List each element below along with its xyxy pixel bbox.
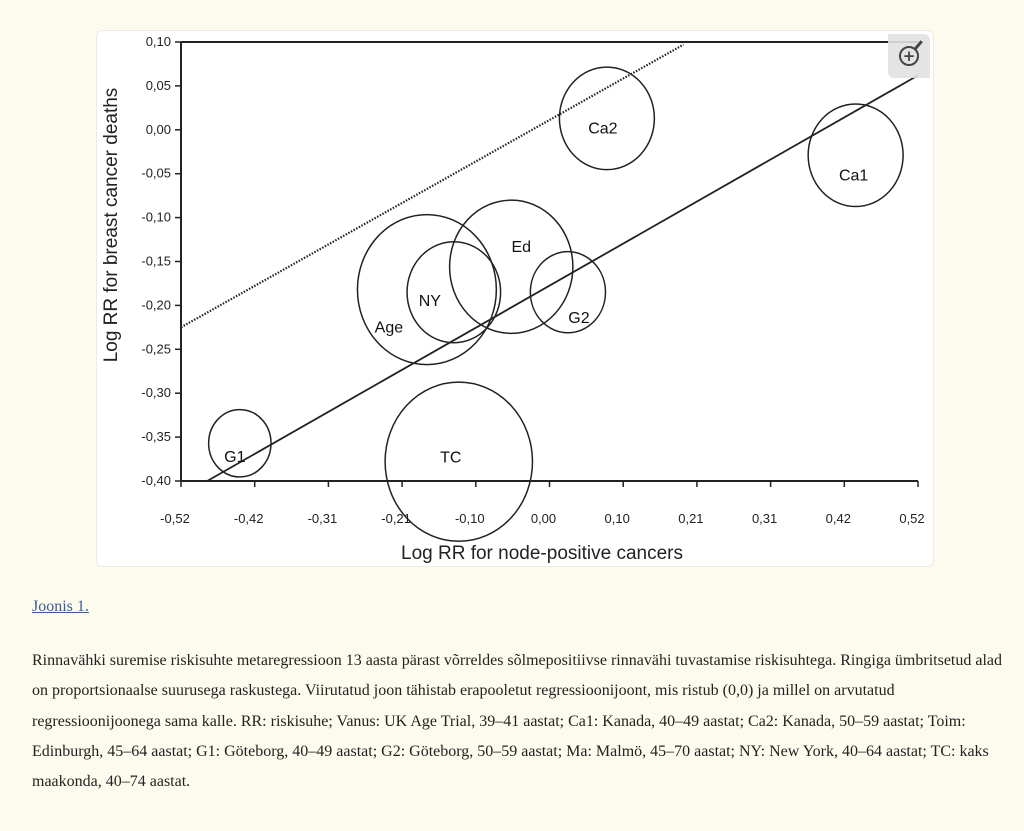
y-tick-label: -0,40 (141, 473, 171, 488)
y-tick-label: -0,10 (141, 210, 171, 225)
bubble-ca2 (558, 66, 656, 171)
bubble-ny (406, 240, 502, 344)
bubble-label: Ca1 (839, 167, 868, 184)
y-tick-label: 0,05 (146, 78, 171, 93)
x-tick-label: 0,21 (678, 511, 703, 526)
bubble-label: G1 (224, 449, 245, 466)
bubble-label: Ed (511, 239, 531, 256)
x-tick-label: 0,31 (752, 511, 777, 526)
y-tick-label: -0,20 (141, 297, 171, 312)
x-tick-label: 0,52 (899, 511, 924, 526)
x-tick-label: 0,10 (605, 511, 630, 526)
zoom-in-button[interactable]: + (888, 34, 930, 78)
y-tick-label: -0,30 (141, 385, 171, 400)
x-axis-label: Log RR for node-positive cancers (401, 543, 683, 564)
bubble-label: TC (440, 450, 461, 467)
bubble-chart: -0,52 -0,42 -0,31 -0,21 -0,10 0,00 0,10 0,21 0,3… (101, 34, 925, 564)
bubble-label: Age (375, 320, 404, 337)
bubble-g1 (207, 408, 272, 478)
x-tick-label: -0,42 (234, 511, 264, 526)
bubble-ca1 (807, 103, 904, 208)
y-tick-label: -0,05 (141, 166, 171, 181)
y-axis-label: Log RR for breast cancer deaths (101, 88, 122, 363)
figure-link[interactable]: Joonis 1. (32, 598, 89, 615)
bubble-g2 (529, 250, 607, 334)
y-tick-label: -0,35 (141, 429, 171, 444)
chart-card (96, 30, 934, 567)
x-tick-label: 0,00 (531, 511, 556, 526)
y-tick-label: 0,10 (146, 34, 171, 49)
y-tick-label: -0,25 (141, 341, 171, 356)
bubble-age (356, 213, 498, 366)
bubble-label: NY (419, 293, 442, 310)
x-tick-label: -0,31 (308, 511, 338, 526)
y-tick-label: -0,15 (141, 254, 171, 269)
regression-line (206, 74, 919, 482)
unbiased-regression-line (180, 43, 684, 329)
bubble-label: G2 (568, 310, 589, 327)
zoom-in-icon: + (899, 46, 919, 66)
bubble-ed (448, 199, 574, 335)
figure-caption: Rinnavähki suremise riskisuhte metaregre… (32, 652, 1003, 791)
x-tick-label: -0,10 (455, 511, 485, 526)
x-tick-label: 0,42 (826, 511, 851, 526)
y-tick-label: 0,00 (146, 122, 171, 137)
bubble-label: Ca2 (588, 120, 617, 137)
bubble-tc (384, 381, 534, 543)
x-tick-label: -0,52 (160, 511, 190, 526)
